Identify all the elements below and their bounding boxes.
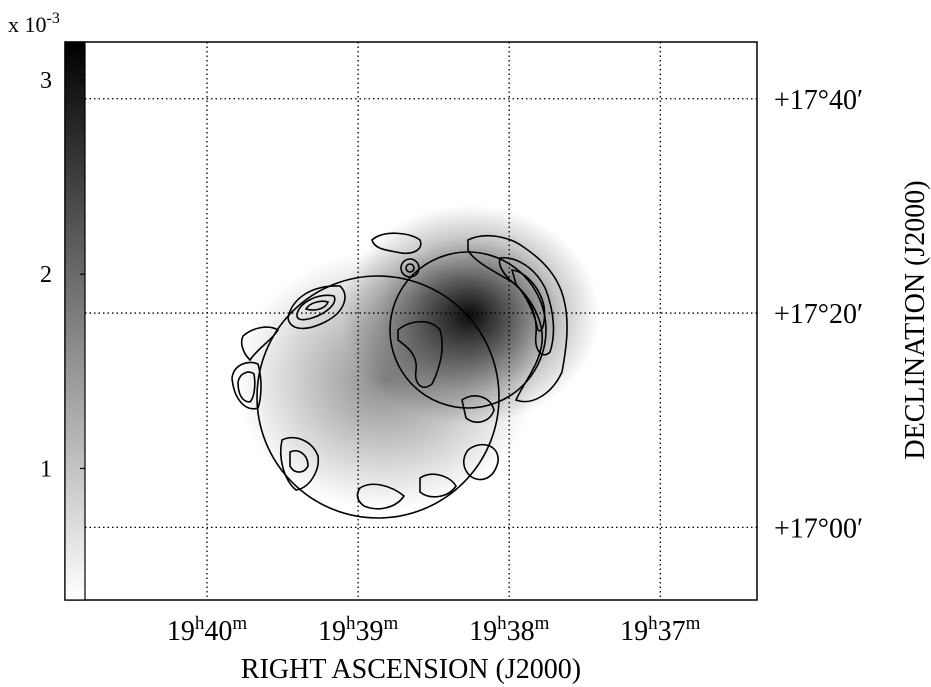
x-tick-label: 19h40m bbox=[167, 613, 247, 647]
tick-label-part: 38 bbox=[507, 616, 535, 647]
tick-label-part: m bbox=[686, 613, 701, 634]
x-tick-label: 19h39m bbox=[318, 613, 399, 647]
tick-label-part: 37 bbox=[658, 616, 686, 647]
tick-label-part: m bbox=[535, 613, 550, 634]
tick-label-part: h bbox=[346, 613, 356, 634]
colorbar bbox=[65, 42, 85, 600]
y-tick-label: +17°20′ bbox=[774, 299, 863, 330]
tick-label-part: m bbox=[232, 613, 247, 634]
tick-label-part: 19 bbox=[318, 616, 346, 647]
y-tick-label: +17°00′ bbox=[774, 513, 863, 544]
tick-label-part: 19 bbox=[469, 616, 497, 647]
peak-emission bbox=[340, 205, 600, 425]
colorbar-tick-label: 2 bbox=[40, 262, 52, 288]
colorbar-label: x 10-3 bbox=[8, 10, 60, 37]
x-tick-label: 19h37m bbox=[620, 613, 701, 647]
chart: x 10-3 RIGHT ASCENSION (J2000) DECLINATI… bbox=[0, 0, 931, 687]
tick-label-part: 40 bbox=[204, 616, 232, 647]
tick-label-part: 19 bbox=[620, 616, 648, 647]
tick-label-part: 39 bbox=[355, 616, 383, 647]
tick-label-part: m bbox=[383, 613, 398, 634]
colorbar-tick-label: 1 bbox=[40, 456, 52, 482]
tick-label-part: h bbox=[497, 613, 507, 634]
y-tick-label: +17°40′ bbox=[774, 85, 863, 116]
tick-label-part: h bbox=[195, 613, 205, 634]
colorbar-label-exponent: -3 bbox=[47, 10, 60, 27]
colorbar-tick-label: 3 bbox=[40, 68, 52, 94]
x-axis-label: RIGHT ASCENSION (J2000) bbox=[241, 654, 581, 685]
tick-label-part: h bbox=[648, 613, 658, 634]
colorbar-label-base: x 10 bbox=[8, 12, 47, 37]
y-axis-label: DECLINATION (J2000) bbox=[900, 180, 931, 459]
tick-label-part: 19 bbox=[167, 616, 195, 647]
x-tick-label: 19h38m bbox=[469, 613, 550, 647]
